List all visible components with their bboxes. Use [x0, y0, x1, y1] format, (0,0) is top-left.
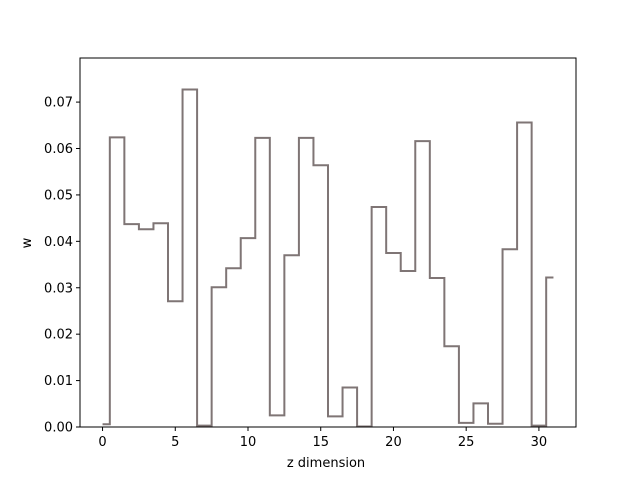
y-tick-label: 0.00: [44, 421, 73, 436]
x-tick-label: 5: [171, 435, 179, 450]
plot-frame: [79, 57, 577, 428]
y-tick-label: 0.07: [44, 96, 73, 111]
x-tick-label: 15: [312, 435, 329, 450]
x-axis-label: z dimension: [287, 456, 365, 471]
x-axis-ticks: 0 5 10 15 20 25 30: [98, 427, 547, 450]
x-tick-label: 10: [240, 435, 257, 450]
y-axis-label: w: [20, 237, 35, 248]
y-axis-ticks: 0.00 0.01 0.02 0.03 0.04 0.05 0.06 0.07: [44, 96, 80, 436]
series-group: [102, 88, 554, 428]
y-tick-label: 0.03: [44, 281, 73, 296]
x-tick-label: 25: [458, 435, 475, 450]
x-tick-label: 20: [385, 435, 402, 450]
y-tick-label: 0.04: [44, 235, 73, 250]
y-tick-label: 0.01: [44, 374, 73, 389]
y-tick-label: 0.02: [44, 328, 73, 343]
y-tick-label: 0.05: [44, 188, 73, 203]
x-tick-label: 30: [531, 435, 548, 450]
series-line: [102, 88, 554, 428]
y-tick-label: 0.06: [44, 142, 73, 157]
x-tick-label: 0: [98, 435, 106, 450]
